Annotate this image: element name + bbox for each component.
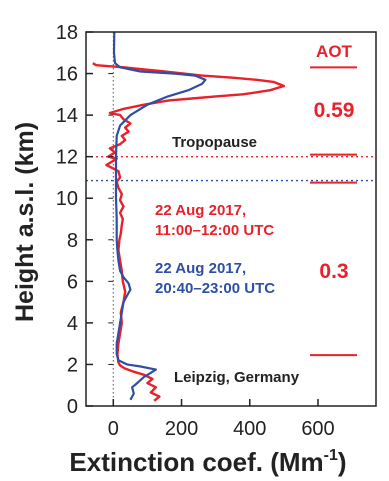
ticks-layer: 0 2 4 6 8 10 12 14 16 18 0 200 400 600 [56, 22, 335, 440]
y-tick-label: 18 [56, 22, 78, 44]
red-series-label-line1: 22 Aug 2017, [155, 202, 246, 219]
location-label: Leipzig, Germany [174, 369, 300, 386]
x-tick-label: 200 [165, 418, 198, 440]
y-tick-label: 16 [56, 64, 78, 86]
aot-upper-value: 0.59 [314, 99, 355, 122]
plot-frame [85, 31, 377, 407]
y-tick-label: 6 [67, 271, 78, 293]
x-tick-label: 400 [233, 418, 266, 440]
x-axis-label-superscript: -1 [324, 447, 338, 464]
x-axis-label: Extinction coef. (Mm-1) [69, 447, 346, 477]
blue-series-label-line2: 20:40–23:00 UTC [155, 280, 275, 297]
blue-series-label-line1: 22 Aug 2017, [155, 260, 246, 277]
series-layer [92, 31, 286, 402]
x-tick-label: 600 [301, 418, 334, 440]
y-tick-label: 12 [56, 147, 78, 169]
red-series-label-line2: 11:00–12:00 UTC [155, 222, 274, 239]
y-tick-label: 10 [56, 188, 78, 210]
x-axis-label-close: ) [338, 447, 347, 477]
x-axis-label-main: Extinction coef. (Mm [69, 447, 323, 477]
reference-lines [86, 156, 376, 182]
series-line-blue [112, 31, 207, 401]
y-tick-label: 14 [56, 105, 78, 127]
y-tick-label: 8 [67, 230, 78, 252]
aot-markers [310, 66, 357, 357]
y-tick-label: 0 [67, 396, 78, 418]
x-tick-label: 0 [108, 418, 119, 440]
y-tick-label: 2 [67, 354, 78, 376]
y-axis-label: Height a.s.l. (km) [11, 122, 39, 322]
aot-lower-value: 0.3 [319, 260, 348, 283]
aot-header: AOT [316, 42, 353, 61]
tropopause-label: Tropopause [172, 134, 257, 151]
y-tick-label: 4 [67, 313, 78, 335]
